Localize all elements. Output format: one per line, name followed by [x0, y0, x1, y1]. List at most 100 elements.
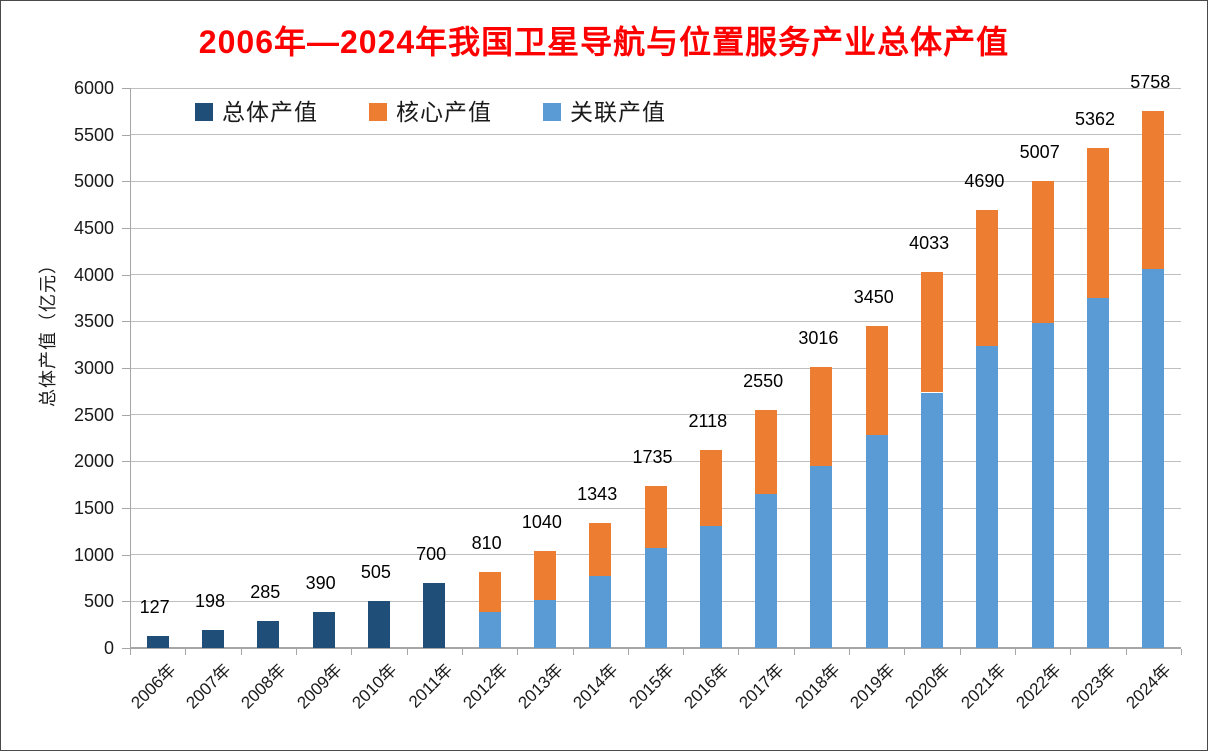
legend-swatch-core: [369, 103, 387, 121]
x-tick: [849, 649, 851, 655]
x-tick-label: 2019年: [846, 660, 899, 713]
x-tick-label: 2012年: [459, 660, 512, 713]
bar-segment-core: [1142, 110, 1165, 270]
data-label: 3450: [853, 287, 894, 307]
bar-segment-total: [146, 636, 169, 648]
bar-segment-associated: [1031, 323, 1054, 648]
legend-label-core: 核心产值: [396, 99, 492, 125]
gridline: [130, 414, 1181, 416]
x-tick-label: 2011年: [404, 660, 456, 712]
x-tick-label: 2007年: [182, 660, 235, 713]
bar-segment-core: [1087, 147, 1109, 298]
bar-segment-associated: [1087, 297, 1109, 648]
bar-segment-core: [589, 522, 612, 577]
bar-segment-associated: [865, 434, 888, 648]
gridline: [130, 227, 1181, 229]
y-tick-label: 6000: [73, 78, 114, 98]
y-tick: [122, 274, 130, 276]
x-tick: [738, 649, 740, 655]
data-label: 1735: [632, 447, 673, 468]
bar-segment-core: [755, 410, 778, 495]
y-tick-label: 5500: [73, 124, 114, 145]
x-tick: [240, 649, 242, 655]
data-label: 2550: [743, 371, 784, 391]
bar-segment-associated: [810, 466, 833, 648]
bar-segment-associated: [976, 346, 999, 648]
gridline: [130, 134, 1181, 136]
y-tick: [122, 134, 130, 136]
chart-title: 2006年—2024年我国卫星导航与位置服务产业总体产值: [198, 24, 1010, 60]
y-tick-label: 0: [103, 638, 114, 658]
y-tick-label: 3000: [73, 358, 114, 378]
x-tick: [130, 649, 131, 655]
x-tick-label: 2018年: [790, 660, 844, 713]
x-tick: [351, 649, 353, 655]
bar-segment-core: [478, 572, 501, 612]
y-tick: [122, 181, 130, 183]
legend-swatch-total: [195, 103, 213, 121]
x-tick: [185, 649, 187, 655]
x-tick: [1070, 649, 1072, 655]
x-tick-label: 2020年: [901, 660, 954, 713]
bar-segment-total: [257, 621, 280, 648]
bar-segment-core: [533, 550, 556, 601]
data-label: 5362: [1074, 108, 1116, 129]
bar-segment-core: [699, 450, 722, 526]
x-tick: [683, 649, 685, 655]
x-tick-label: 2014年: [569, 660, 622, 713]
x-tick: [904, 649, 906, 655]
y-tick-label: 1500: [73, 498, 114, 518]
data-label: 127: [139, 597, 170, 618]
y-tick: [122, 321, 130, 323]
bar-segment-core: [644, 486, 667, 548]
y-tick-label: 2000: [73, 451, 114, 472]
bar-segment-total: [367, 600, 390, 648]
bar-segment-associated: [644, 547, 667, 648]
legend-label-total: 总体产值: [222, 99, 318, 125]
gridline: [130, 87, 1181, 89]
x-tick: [1015, 649, 1017, 655]
bar-segment-total: [312, 611, 335, 648]
bar-segment-associated: [699, 525, 722, 648]
x-tick-label: 2008年: [237, 660, 291, 713]
x-tick: [461, 649, 463, 655]
gridline: [130, 180, 1181, 182]
y-tick: [122, 368, 130, 369]
x-tick-label: 2013年: [514, 660, 567, 713]
data-label: 5007: [1019, 141, 1060, 162]
bar-segment-associated: [589, 576, 612, 648]
y-tick: [122, 554, 130, 556]
y-tick: [122, 461, 130, 463]
bar-segment-core: [865, 326, 888, 435]
x-tick-label: 2017年: [735, 660, 788, 713]
bar-segment-core: [976, 210, 999, 346]
bar-segment-associated: [921, 392, 944, 648]
bar-segment-associated: [755, 494, 778, 648]
legend-swatch-associated: [543, 103, 561, 121]
legend-label-associated: 关联产值: [570, 99, 666, 125]
x-tick: [295, 649, 297, 655]
bar-segment-total: [423, 582, 446, 648]
legend-item-core: 核心产值: [369, 100, 492, 124]
data-label: 700: [416, 543, 447, 564]
gridline: [130, 460, 1181, 462]
x-tick: [793, 649, 795, 655]
data-label: 390: [305, 572, 336, 593]
y-tick: [122, 508, 130, 509]
gridline: [130, 367, 1181, 369]
data-label: 5758: [1130, 71, 1171, 92]
x-tick: [959, 649, 961, 655]
y-tick-label: 4500: [73, 218, 114, 238]
bar-segment-core: [810, 366, 833, 467]
y-tick-label: 1000: [73, 544, 114, 565]
gridline: [130, 320, 1181, 322]
gridline: [130, 274, 1181, 276]
y-axis-line: [130, 88, 131, 648]
y-tick-label: 2500: [73, 404, 114, 425]
y-tick-label: 500: [83, 591, 114, 612]
x-tick-label: 2010年: [348, 660, 401, 713]
bar-segment-associated: [533, 600, 556, 648]
bar-segment-associated: [1142, 269, 1165, 648]
x-tick: [1125, 649, 1127, 655]
